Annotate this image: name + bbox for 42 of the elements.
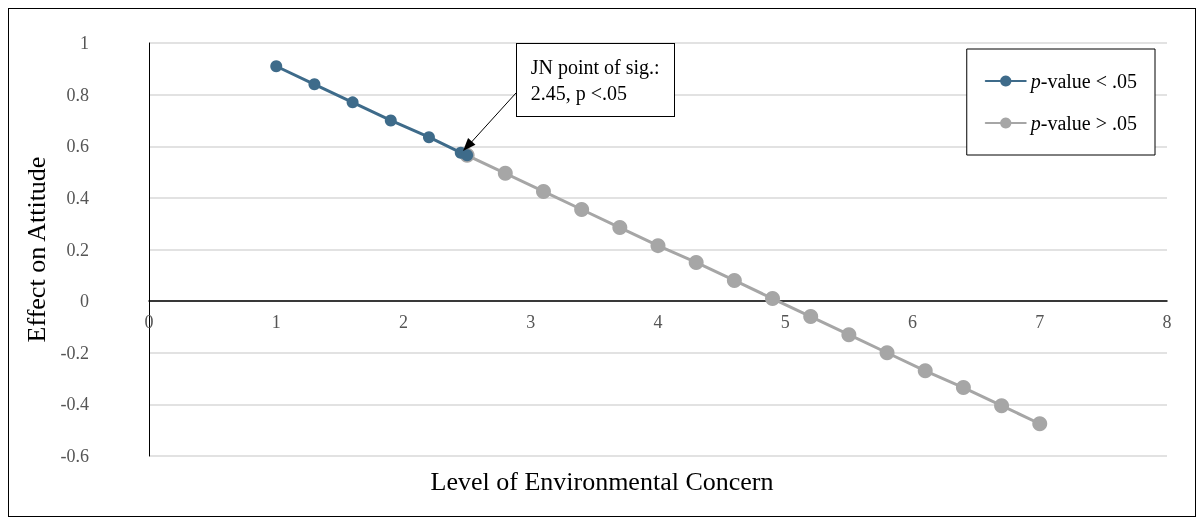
y-tick-label: 0.2 [66, 239, 89, 260]
point [803, 309, 819, 325]
legend-label: p-value < .05 [1028, 70, 1137, 93]
x-tick-label: 3 [526, 312, 536, 333]
x-tick-label: 2 [399, 312, 408, 333]
point [917, 363, 933, 379]
x-tick-label: 4 [653, 312, 663, 333]
point [994, 398, 1010, 414]
point [346, 96, 359, 109]
y-tick-label: -0.6 [60, 446, 89, 466]
y-tick-label: -0.2 [60, 342, 89, 363]
x-axis-title: Level of Environmental Concern [430, 466, 774, 496]
point [879, 345, 895, 361]
x-tick-label: 8 [1162, 312, 1172, 333]
y-tick-label: 1 [80, 33, 89, 53]
y-tick-label: 0.4 [66, 187, 89, 208]
point [726, 272, 742, 288]
point [765, 291, 781, 307]
x-tick-label: 7 [1035, 312, 1045, 333]
point [688, 254, 704, 270]
x-tick-label: 5 [780, 312, 790, 333]
y-tick-label: -0.4 [60, 394, 89, 415]
point [384, 114, 397, 127]
y-tick-label: 0.8 [66, 84, 89, 105]
point [574, 201, 590, 217]
point [841, 327, 857, 343]
x-tick-label: 1 [271, 312, 281, 333]
annotation: JN point of sig.: 2.45, p <.05 [515, 42, 675, 117]
point [955, 380, 971, 396]
y-tick-label: 0 [80, 291, 89, 312]
legend-label: p-value > .05 [1028, 112, 1137, 135]
y-tick-label: 0.6 [66, 136, 89, 157]
point [535, 183, 551, 199]
y-axis-title: Effect on Attitude [22, 156, 52, 343]
x-tick-label: 6 [908, 312, 917, 333]
point [612, 220, 628, 236]
point [1032, 416, 1048, 432]
point [650, 238, 666, 254]
point [308, 78, 321, 91]
point [497, 165, 513, 181]
point [270, 60, 283, 73]
point [422, 131, 435, 144]
